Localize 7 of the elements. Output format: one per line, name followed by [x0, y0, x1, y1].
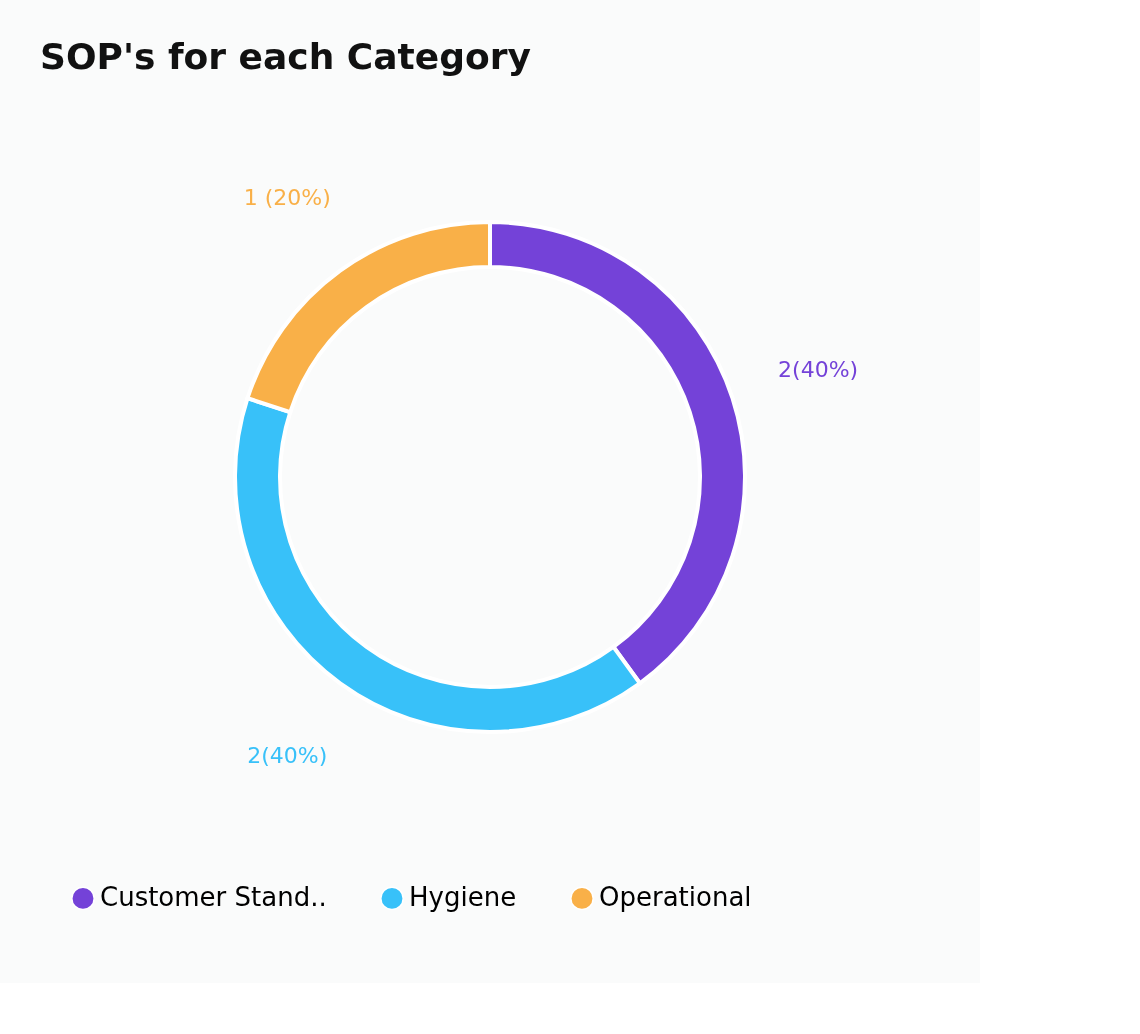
chart-title: SOP's for each Category — [40, 36, 531, 77]
legend-label: Customer Stand.. — [100, 882, 327, 913]
legend-label: Operational — [599, 882, 752, 913]
data-label: 2(40%) — [778, 357, 859, 383]
legend-label: Hygiene — [409, 882, 517, 913]
data-label: 2(40%) — [247, 743, 328, 769]
data-label: 1 (20%) — [243, 184, 331, 210]
